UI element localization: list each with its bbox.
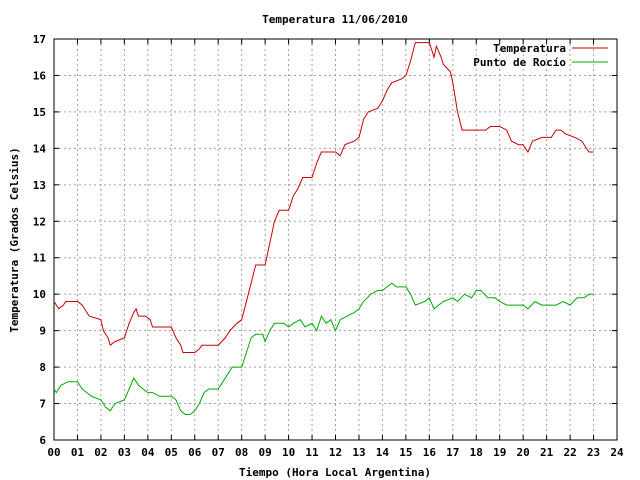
y-tick-label: 16	[33, 69, 47, 82]
x-tick-label: 14	[376, 446, 390, 459]
x-tick-label: 06	[188, 446, 202, 459]
y-tick-label: 13	[33, 179, 46, 192]
chart-title: Temperatura 11/06/2010	[262, 13, 408, 26]
x-tick-label: 21	[540, 446, 554, 459]
x-tick-label: 11	[305, 446, 319, 459]
y-tick-label: 15	[33, 106, 46, 119]
x-tick-label: 20	[517, 446, 530, 459]
x-tick-label: 19	[493, 446, 506, 459]
y-tick-label: 9	[39, 325, 46, 338]
x-tick-label: 09	[259, 446, 272, 459]
x-tick-label: 04	[141, 446, 155, 459]
x-tick-label: 22	[563, 446, 576, 459]
x-tick-label: 10	[282, 446, 295, 459]
y-tick-label: 7	[39, 398, 46, 411]
series-lines	[53, 42, 594, 415]
y-tick-label: 14	[33, 142, 47, 155]
x-tick-label: 15	[399, 446, 412, 459]
x-tick-label: 07	[212, 446, 225, 459]
x-tick-label: 01	[71, 446, 85, 459]
y-tick-label: 10	[33, 288, 46, 301]
series-line-punto-de-rocio	[53, 282, 594, 415]
x-tick-label: 08	[235, 446, 248, 459]
x-tick-label: 23	[587, 446, 600, 459]
x-axis: 00 01 02 03 04 05 06 07 08 09 10 11 12 13 14 15 16 17 18 19…	[47, 39, 624, 459]
y-tick-label: 12	[33, 215, 46, 228]
x-tick-label: 24	[610, 446, 624, 459]
x-tick-label: 03	[118, 446, 131, 459]
y-tick-label: 8	[39, 361, 46, 374]
y-tick-label: 17	[33, 33, 46, 46]
x-tick-label: 13	[352, 446, 365, 459]
x-tick-label: 17	[446, 446, 459, 459]
x-tick-label: 05	[165, 446, 178, 459]
legend-label-temperatura: Temperatura	[493, 42, 566, 55]
x-tick-label: 18	[470, 446, 483, 459]
x-tick-label: 00	[47, 446, 60, 459]
x-axis-title: Tiempo (Hora Local Argentina)	[239, 466, 431, 479]
series-line-temperatura	[53, 42, 594, 353]
y-axis-title: Temperatura (Grados Celsius)	[8, 147, 21, 332]
x-tick-label: 02	[94, 446, 107, 459]
legend-label-punto-de-rocio: Punto de Rocío	[473, 56, 566, 69]
x-tick-label: 16	[423, 446, 437, 459]
y-tick-label: 11	[33, 252, 47, 265]
grid-lines	[54, 39, 617, 440]
y-tick-label: 6	[39, 434, 46, 447]
y-axis: 6 7 8 9 10 11 12 13 14 15 16 17	[33, 33, 617, 447]
x-tick-label: 12	[329, 446, 342, 459]
